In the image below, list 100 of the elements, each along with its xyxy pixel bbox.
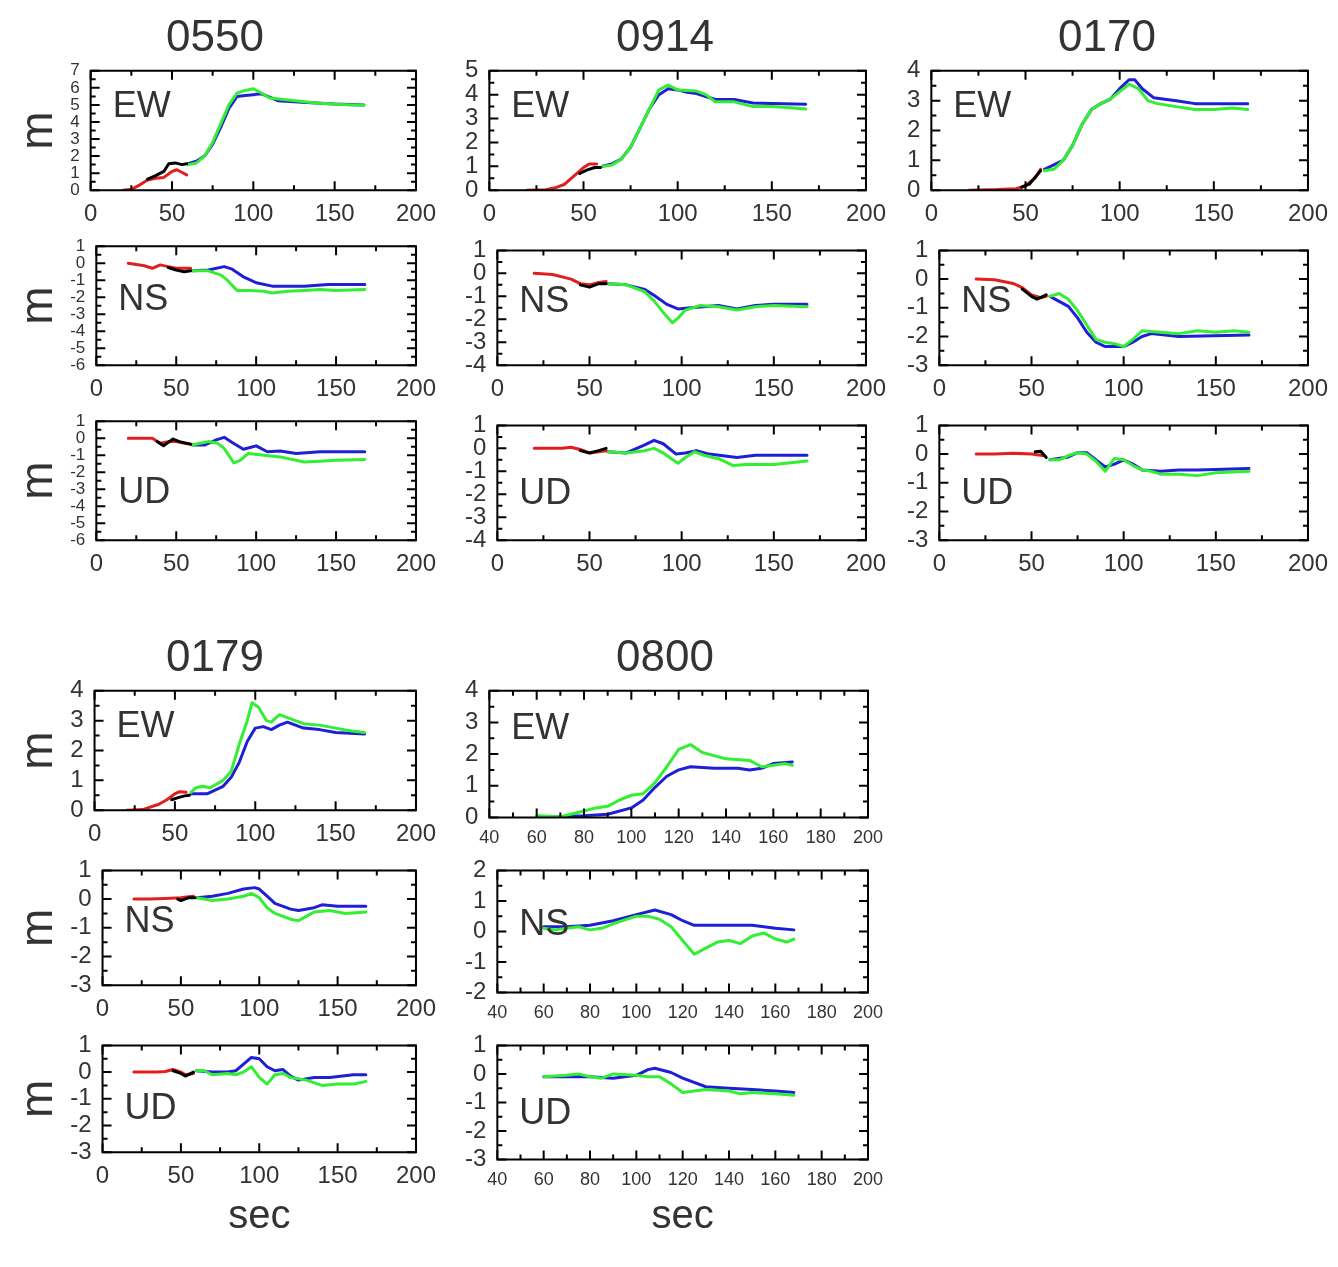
x-tick-label: 100 [616,827,647,848]
x-tick-label: 80 [579,1169,601,1190]
x-tick-label: 150 [751,199,792,227]
x-tick-label: 180 [806,1169,837,1190]
y-tick-label: 0 [914,263,929,291]
y-tick-label: -6 [70,354,86,374]
y-tick-label: -1 [907,467,929,495]
x-tick-label: 120 [667,1169,698,1190]
x-tick-label: 120 [667,1002,698,1023]
y-tick-label: 3 [70,705,84,733]
x-tick-label: 100 [235,819,276,847]
annotation: EW [116,703,175,745]
y-axis-title: m [10,908,63,947]
x-tick-label: 200 [395,549,436,577]
y-tick-label: 2 [906,115,921,143]
y-tick-label: 1 [914,410,929,438]
x-tick-label: 100 [661,374,702,402]
y-tick-label: -2 [465,977,487,1005]
x-tick-label: 80 [579,1002,601,1023]
y-tick-label: 1 [70,764,84,792]
y-tick-label: -1 [70,912,92,940]
chart-title: 0179 [166,630,264,680]
annotation: UD [118,469,171,511]
y-tick-label: -5 [70,337,86,357]
y-tick-label: -4 [70,320,86,340]
y-tick-label: 1 [75,235,86,255]
x-tick-label: 200 [852,1169,884,1190]
x-tick-label: 140 [710,827,742,848]
annotation: EW [953,83,1012,125]
x-tick-label: 200 [1287,199,1328,227]
x-tick-label: 100 [233,199,274,227]
chart-title: 0914 [616,10,714,60]
y-tick-label: 4 [70,675,84,703]
y-tick-label: -3 [70,303,86,323]
y-tick-label: 0 [75,252,86,272]
x-tick-label: 200 [852,1002,884,1023]
x-tick-label: 180 [806,1002,837,1023]
y-tick-label: 1 [906,144,921,172]
x-tick-label: 150 [1195,374,1236,402]
x-tick-label: 0 [932,549,947,577]
x-tick-label: 50 [1018,374,1045,402]
x-tick-label: 60 [526,827,547,848]
x-tick-label: 100 [236,549,277,577]
x-tick-label: 60 [533,1169,554,1190]
annotation: EW [112,83,171,125]
y-tick-label: -3 [465,1144,487,1172]
y-tick-label: 2 [70,735,84,763]
x-tick-label: 40 [487,1169,508,1190]
x-tick-label: 200 [395,374,436,402]
y-tick-label: -1 [70,444,86,464]
y-tick-label: 3 [70,128,80,148]
x-tick-label: 50 [167,994,195,1022]
x-tick-label: 100 [236,374,277,402]
y-tick-label: -3 [907,524,929,552]
x-tick-label: 50 [162,549,190,577]
y-tick-label: 1 [472,1030,487,1058]
x-tick-label: 50 [158,199,186,227]
x-tick-label: 200 [845,199,886,227]
x-axis-title: sec [651,1192,714,1237]
y-tick-label: -4 [70,495,86,515]
annotation: NS [519,902,570,944]
y-tick-label: 1 [70,162,80,182]
annotation: NS [124,898,175,940]
x-tick-label: 50 [1012,199,1039,227]
y-tick-label: 4 [464,675,479,703]
y-tick-label: 1 [78,855,92,883]
annotation: UD [124,1086,177,1128]
y-tick-label: 2 [472,855,487,883]
y-tick-label: -5 [70,512,86,532]
y-tick-label: -2 [907,496,929,524]
y-tick-label: -3 [70,969,92,997]
x-tick-label: 0 [490,549,505,577]
y-tick-label: 0 [464,802,479,830]
x-tick-label: 150 [1193,199,1234,227]
y-tick-label: 0 [472,1058,487,1086]
y-tick-label: -3 [70,1136,92,1164]
x-tick-label: 180 [805,827,836,848]
x-tick-label: 100 [621,1169,652,1190]
y-tick-label: 2 [464,738,479,766]
x-tick-label: 50 [161,819,189,847]
annotation: UD [519,471,572,513]
chart-title: 0170 [1058,10,1156,60]
y-tick-label: 0 [70,179,80,199]
y-tick-label: 2 [70,145,80,165]
x-tick-label: 50 [1018,549,1045,577]
x-tick-label: 100 [1099,199,1140,227]
y-tick-label: 3 [464,707,479,735]
x-tick-label: 40 [479,827,500,848]
y-tick-label: -1 [465,946,487,974]
y-tick-label: 0 [78,883,92,911]
y-tick-label: -2 [907,321,929,349]
chart-title: 0800 [616,630,714,680]
x-tick-label: 60 [533,1002,554,1023]
x-tick-label: 100 [657,199,698,227]
y-tick-label: -2 [465,1115,487,1143]
y-tick-label: 1 [472,885,487,913]
y-axis-title: m [10,1079,63,1118]
x-tick-label: 150 [316,374,357,402]
y-tick-label: -2 [70,286,86,306]
x-tick-label: 50 [167,1161,195,1189]
